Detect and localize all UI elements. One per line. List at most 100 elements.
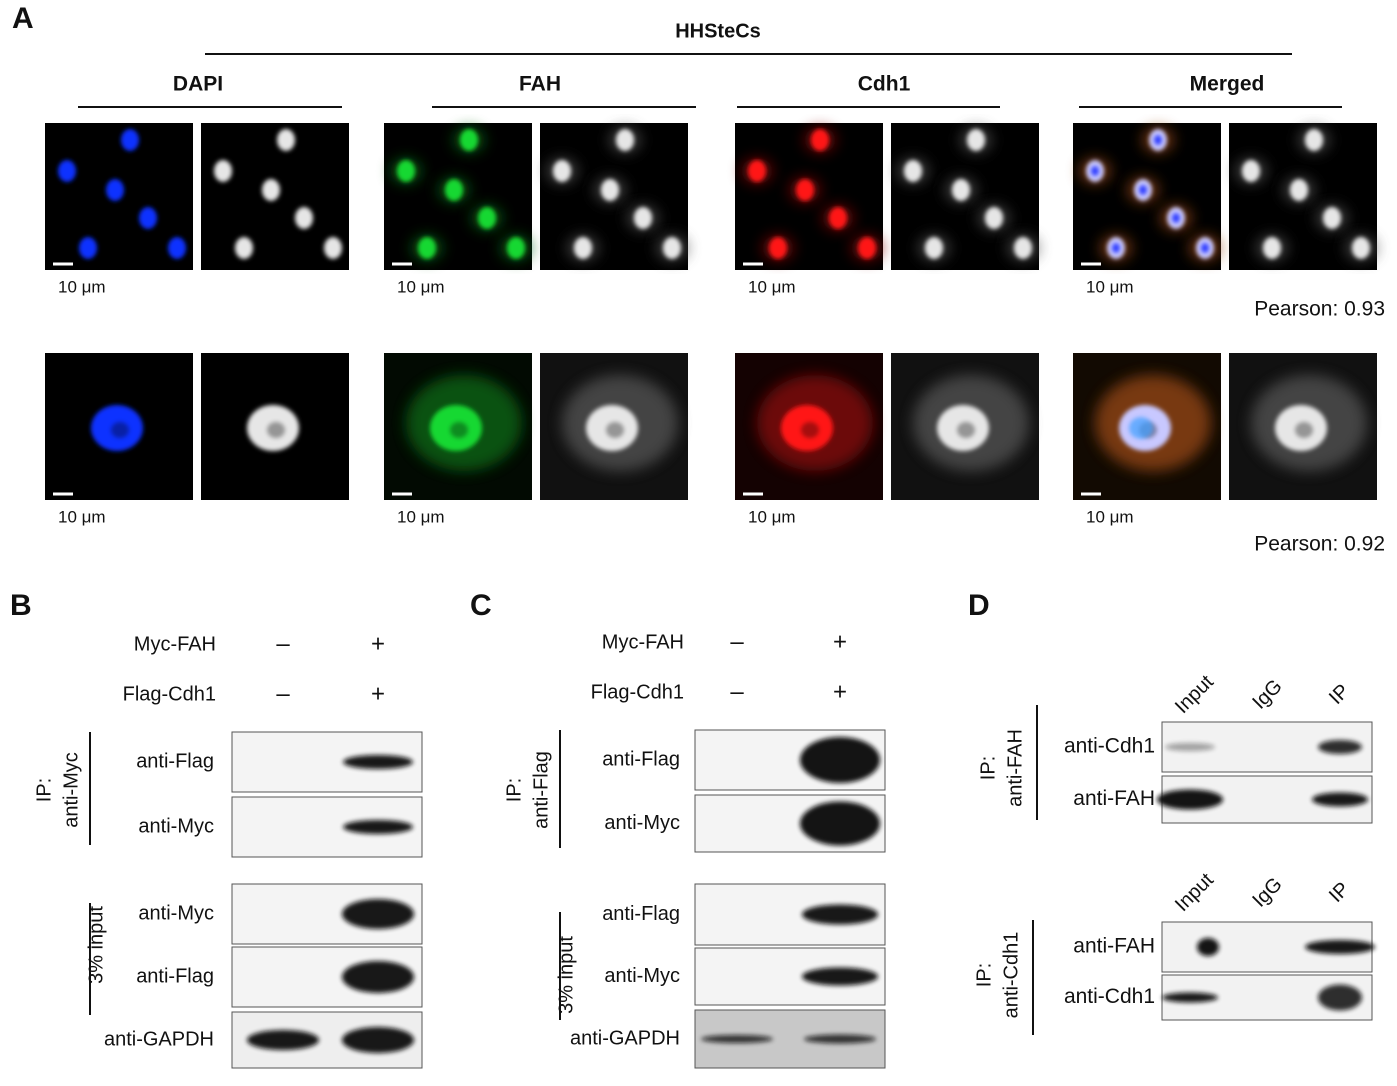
micrograph bbox=[1073, 353, 1221, 500]
antibody-label: anti-FAH bbox=[1073, 787, 1155, 810]
band bbox=[342, 899, 414, 929]
nucleus bbox=[478, 207, 496, 229]
antibody-label: anti-Flag bbox=[136, 965, 214, 987]
nucleus bbox=[1290, 179, 1308, 201]
antibody-label: anti-GAPDH bbox=[570, 1027, 680, 1049]
nucleus bbox=[858, 237, 876, 259]
nucleus bbox=[1305, 129, 1323, 151]
nucleus-core bbox=[1154, 135, 1162, 145]
antibody-label: anti-Myc bbox=[604, 812, 680, 834]
nucleus bbox=[418, 237, 436, 259]
nucleus bbox=[168, 237, 186, 259]
scale-label: 10 μm bbox=[397, 277, 445, 296]
antibody-label: anti-Cdh1 bbox=[1064, 985, 1155, 1008]
band bbox=[802, 904, 878, 925]
lane-sign: – bbox=[276, 630, 290, 657]
nucleus bbox=[925, 237, 943, 259]
band bbox=[1165, 743, 1215, 751]
lane-sign: – bbox=[276, 680, 290, 707]
nucleus bbox=[1263, 237, 1281, 259]
blot bbox=[694, 729, 886, 791]
lane-sign: – bbox=[730, 678, 744, 705]
nucleus bbox=[663, 237, 681, 259]
band bbox=[1305, 940, 1375, 954]
scale-label: 10 μm bbox=[748, 277, 796, 296]
micrograph bbox=[540, 353, 688, 500]
channel-label: Merged bbox=[1190, 73, 1265, 96]
nucleus-core bbox=[1172, 213, 1180, 223]
lane-sign: + bbox=[371, 680, 385, 707]
nucleus bbox=[121, 129, 139, 151]
micrograph bbox=[735, 123, 883, 270]
nucleus bbox=[796, 179, 814, 201]
scale-label: 10 μm bbox=[1086, 277, 1134, 296]
group-label: IP: bbox=[977, 756, 999, 780]
micrograph bbox=[1229, 123, 1377, 270]
nucleus bbox=[445, 179, 463, 201]
nucleus-core bbox=[1129, 417, 1153, 439]
nucleus bbox=[324, 237, 342, 259]
nucleus bbox=[1323, 207, 1341, 229]
antibody-label: anti-Flag bbox=[136, 750, 214, 772]
scale-label: 10 μm bbox=[58, 277, 106, 296]
nucleus bbox=[1242, 160, 1260, 182]
panel-label: D bbox=[968, 589, 990, 622]
band bbox=[800, 737, 880, 783]
band bbox=[342, 961, 414, 993]
nucleus bbox=[235, 237, 253, 259]
micrograph bbox=[201, 123, 349, 270]
nucleus bbox=[79, 237, 97, 259]
blot bbox=[694, 794, 886, 853]
condition-label: Myc-FAH bbox=[134, 633, 216, 655]
blot bbox=[1161, 721, 1373, 773]
nucleus bbox=[460, 129, 478, 151]
blot bbox=[231, 731, 423, 793]
nucleus bbox=[952, 179, 970, 201]
blot bbox=[1157, 775, 1373, 824]
band bbox=[247, 1030, 319, 1050]
antibody-label: anti-Cdh1 bbox=[1064, 735, 1155, 758]
lane-label: IgG bbox=[1248, 675, 1286, 713]
group-label: IP: bbox=[503, 778, 525, 802]
band bbox=[1318, 984, 1362, 1011]
micrograph bbox=[201, 353, 349, 500]
nucleus bbox=[574, 237, 592, 259]
nucleus bbox=[967, 129, 985, 151]
antibody-label: anti-Myc bbox=[604, 965, 680, 987]
group-label: 3% input bbox=[555, 936, 577, 1014]
scale-label: 10 μm bbox=[748, 507, 796, 526]
nucleus bbox=[553, 160, 571, 182]
condition-label: Flag-Cdh1 bbox=[123, 683, 216, 705]
nucleus bbox=[1014, 237, 1032, 259]
group-label: IP: bbox=[33, 778, 55, 802]
nucleolus bbox=[957, 422, 975, 438]
nucleus bbox=[58, 160, 76, 182]
nucleus bbox=[214, 160, 232, 182]
nucleus bbox=[106, 179, 124, 201]
nucleus-core bbox=[1112, 243, 1120, 253]
micrograph bbox=[891, 123, 1039, 270]
band bbox=[1318, 740, 1362, 754]
blot bbox=[694, 883, 886, 946]
band bbox=[800, 801, 880, 846]
micrograph bbox=[384, 353, 532, 500]
channel-label: FAH bbox=[519, 73, 561, 96]
micrograph bbox=[384, 123, 532, 270]
nucleus bbox=[904, 160, 922, 182]
lane-sign: + bbox=[833, 628, 847, 655]
band bbox=[804, 1034, 876, 1044]
nucleus bbox=[295, 207, 313, 229]
group-label: 3% input bbox=[85, 906, 107, 984]
nucleus bbox=[616, 129, 634, 151]
micrograph bbox=[45, 353, 193, 500]
blot bbox=[231, 796, 423, 858]
nucleolus bbox=[450, 422, 468, 438]
condition-label: Flag-Cdh1 bbox=[591, 681, 684, 703]
lane-label: IP bbox=[1325, 878, 1354, 907]
nucleus bbox=[985, 207, 1003, 229]
nucleus bbox=[748, 160, 766, 182]
pearson-label: Pearson: 0.92 bbox=[1254, 533, 1385, 556]
nucleolus bbox=[111, 422, 129, 438]
nucleus bbox=[262, 179, 280, 201]
